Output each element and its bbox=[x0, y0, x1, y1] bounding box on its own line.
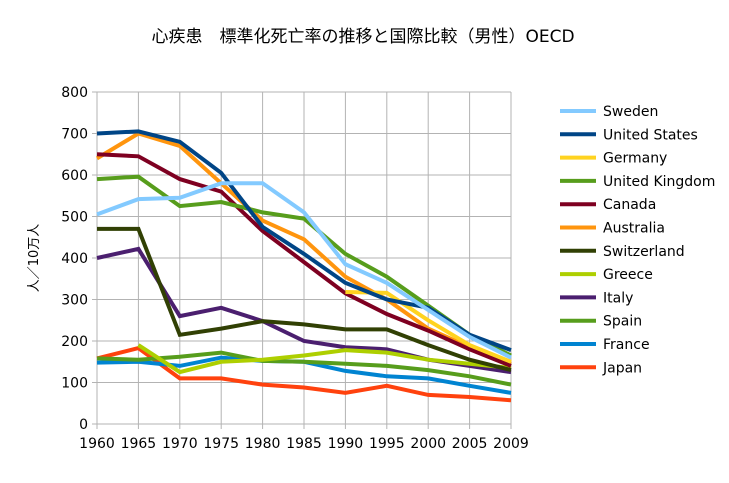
legend-label: Italy bbox=[603, 290, 633, 306]
legend-label: United Kingdom bbox=[603, 174, 715, 190]
x-tick-label: 1960 bbox=[79, 436, 115, 452]
y-tick-label: 400 bbox=[61, 251, 88, 267]
legend-label: France bbox=[603, 337, 650, 353]
x-tick-label: 2000 bbox=[410, 436, 446, 452]
y-axis-label: 人／10万人 bbox=[27, 224, 42, 293]
x-tick-label: 1980 bbox=[245, 436, 281, 452]
legend: Sweden United States Germany United Kingdom… bbox=[560, 104, 715, 376]
legend-label: Switzerland bbox=[603, 244, 685, 260]
series-line-switzerland bbox=[97, 226, 512, 373]
x-tick-label: 1985 bbox=[286, 436, 322, 452]
legend-label: Australia bbox=[603, 221, 665, 237]
y-tick-label: 100 bbox=[61, 376, 88, 392]
legend-label: Germany bbox=[603, 151, 667, 167]
legend-label: Canada bbox=[603, 197, 656, 213]
x-tick-label: 2009 bbox=[493, 436, 529, 452]
series-line-greece bbox=[137, 343, 512, 375]
y-tick-label: 600 bbox=[61, 168, 88, 184]
y-tick-label: 0 bbox=[79, 417, 88, 433]
y-tick-label: 800 bbox=[61, 85, 88, 101]
y-tick-label: 300 bbox=[61, 293, 88, 309]
series-line-spain bbox=[96, 350, 512, 387]
legend-label: United States bbox=[603, 127, 698, 143]
series-line-sweden bbox=[96, 181, 512, 360]
x-tick-label: 1990 bbox=[328, 436, 364, 452]
x-tick-label: 1965 bbox=[121, 436, 157, 452]
x-tick-label: 1970 bbox=[162, 436, 198, 452]
legend-label: Japan bbox=[602, 360, 642, 376]
x-tick-label: 2005 bbox=[452, 436, 488, 452]
y-tick-label: 500 bbox=[61, 210, 88, 226]
y-tick-label: 700 bbox=[61, 127, 88, 143]
legend-label: Sweden bbox=[603, 104, 658, 120]
legend-label: Greece bbox=[603, 267, 653, 283]
x-tick-label: 1975 bbox=[203, 436, 239, 452]
x-tick-label: 1995 bbox=[369, 436, 405, 452]
legend-label: Spain bbox=[603, 314, 642, 330]
y-tick-labels: 0 100 200 300 400 500 600 700 800 bbox=[61, 85, 88, 433]
series-line-japan bbox=[96, 345, 512, 403]
series-lines bbox=[95, 129, 512, 403]
chart-title: 心疾患 標準化死亡率の推移と国際比較（男性）OECD bbox=[151, 27, 574, 47]
y-tick-label: 200 bbox=[61, 334, 88, 350]
series-line-canada bbox=[96, 152, 512, 368]
x-tick-labels: 1960 1965 1970 1975 1980 1985 1990 1995 2000 2005… bbox=[79, 436, 529, 452]
